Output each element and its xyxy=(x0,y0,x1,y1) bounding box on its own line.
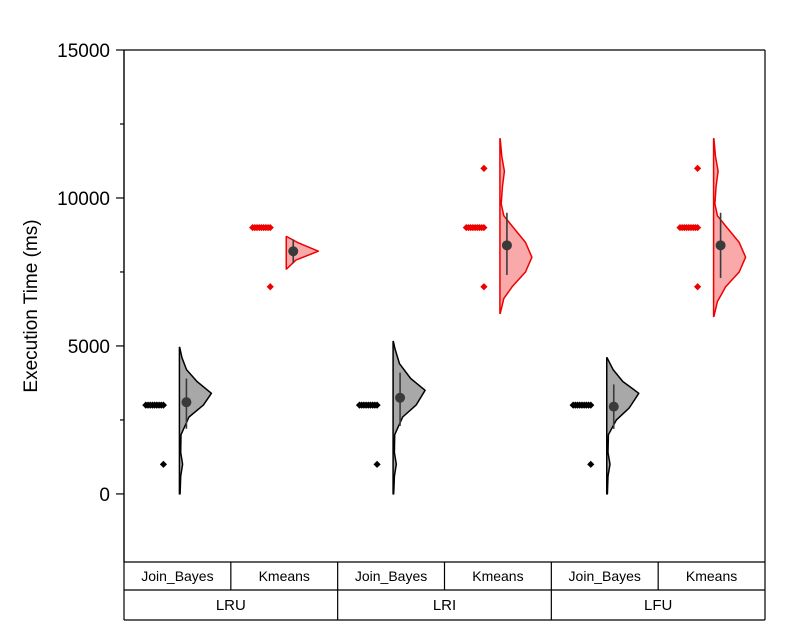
y-axis-title: Execution Time (ms) xyxy=(21,219,42,392)
category-label: Kmeans xyxy=(259,568,310,584)
data-point xyxy=(569,401,577,409)
data-point xyxy=(693,164,702,172)
data-point xyxy=(373,460,381,468)
category-table: Join_Bayes Kmeans Join_Bayes Kmeans Join_Bay… xyxy=(123,561,766,621)
violin-lru-join_bayes xyxy=(142,346,213,495)
plot-area xyxy=(124,49,766,562)
mean-point xyxy=(715,240,726,251)
data-point xyxy=(249,223,257,232)
category-label: Kmeans xyxy=(686,568,737,584)
violin-lru-kmeans xyxy=(249,223,320,291)
violin-density xyxy=(285,235,320,270)
mean-point xyxy=(608,401,619,412)
violin-density xyxy=(392,340,426,495)
violin-lfu-join_bayes xyxy=(569,357,640,495)
group-label: LRI xyxy=(433,597,456,614)
data-point xyxy=(480,283,488,291)
mean-point xyxy=(501,240,512,251)
violin-density xyxy=(712,138,747,318)
category-label: Join_Bayes xyxy=(141,568,213,584)
mean-point xyxy=(288,246,299,257)
violin-density xyxy=(499,138,533,315)
data-point xyxy=(480,164,488,172)
category-label: Kmeans xyxy=(472,568,523,584)
mean-point xyxy=(181,397,192,408)
data-point xyxy=(355,401,364,409)
y-tick-label: 10000 xyxy=(57,189,110,210)
violin-lri-join_bayes xyxy=(355,340,426,495)
data-point xyxy=(266,283,274,291)
data-point xyxy=(142,401,150,409)
violin-lri-kmeans xyxy=(462,138,533,315)
y-tick-label: 0 xyxy=(99,485,110,506)
data-point xyxy=(159,460,168,468)
y-axis: 0 5000 10000 15000 xyxy=(57,41,125,562)
violin-density xyxy=(178,346,213,495)
y-tick-label: 5000 xyxy=(68,337,110,358)
group-label: LRU xyxy=(216,597,246,614)
mean-point xyxy=(395,392,406,403)
data-point xyxy=(587,460,595,468)
group-label: LFU xyxy=(644,597,672,614)
y-tick-label: 15000 xyxy=(57,41,110,62)
violin-lfu-kmeans xyxy=(676,138,747,318)
violin-density xyxy=(606,357,640,495)
data-point xyxy=(462,223,470,232)
category-label: Join_Bayes xyxy=(569,568,641,584)
data-point xyxy=(693,283,702,291)
category-label: Join_Bayes xyxy=(355,568,427,584)
data-point xyxy=(676,223,684,232)
